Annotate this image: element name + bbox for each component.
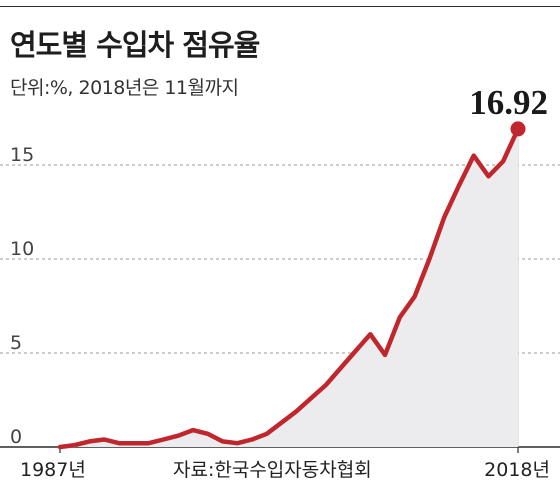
- source-note: 자료:한국수입자동차협회: [173, 459, 372, 481]
- end-point-marker: [510, 121, 526, 137]
- series-line: [57, 126, 521, 450]
- x-tick-label-start: 1987년: [20, 459, 86, 481]
- area-layer: [60, 128, 518, 447]
- y-tick-label-10: 10: [10, 238, 34, 260]
- end-value-label: 16.92: [469, 83, 548, 122]
- chart-title: 연도별 수입차 점유율: [10, 28, 260, 62]
- chart-subtitle: 단위:%, 2018년은 11월까지: [10, 77, 239, 99]
- x-tick-label-end: 2018년: [484, 459, 550, 481]
- y-tick-label-0: 0: [10, 426, 22, 448]
- y-tick-label-5: 5: [10, 332, 22, 354]
- y-tick-label-15: 15: [10, 144, 34, 166]
- line-layer: [57, 121, 526, 450]
- area-fill: [60, 128, 518, 447]
- label-layer: 0 5 10 15 16.92 1987년 2018년: [10, 83, 550, 481]
- top-rule: [0, 6, 560, 7]
